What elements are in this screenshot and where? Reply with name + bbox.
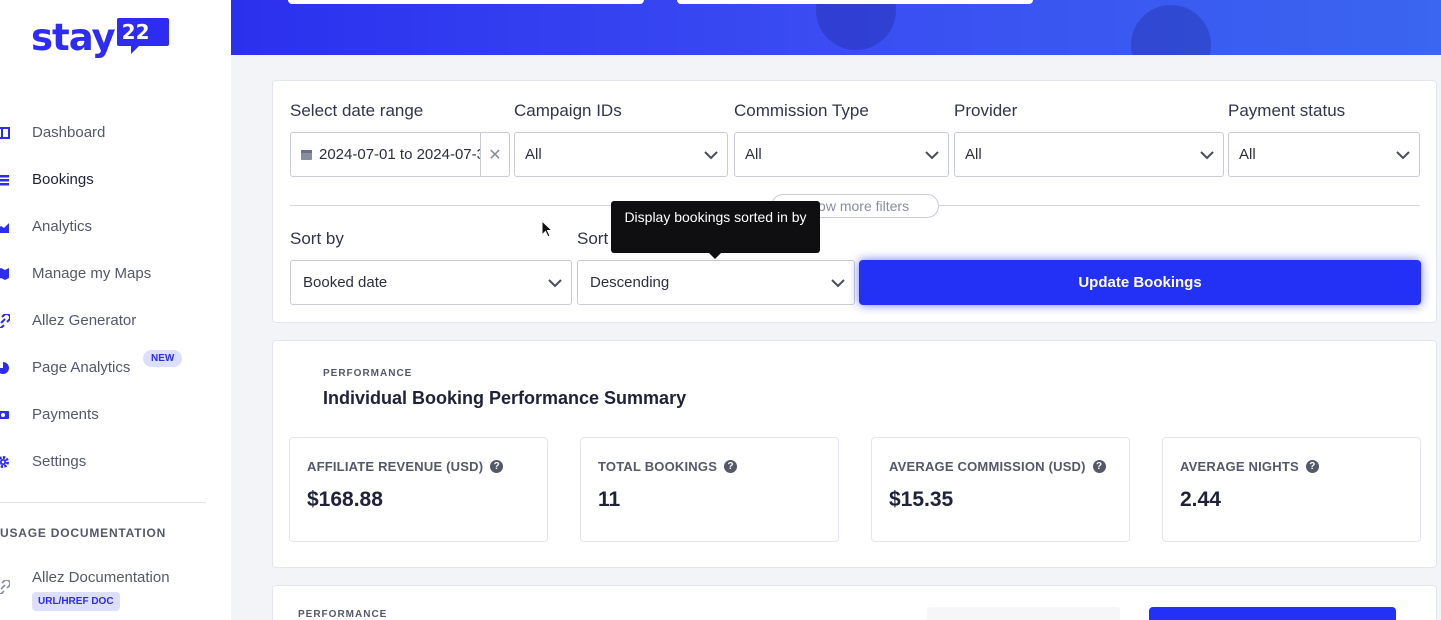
performance-eyebrow-2: PERFORMANCE [298,609,388,620]
performance-eyebrow: PERFORMANCE [323,368,413,379]
secondary-control[interactable] [927,607,1120,620]
average-nights-stat: AVERAGE NIGHTS? 2.44 [1162,437,1421,542]
chevron-down-icon [548,279,562,288]
chevron-down-icon [925,151,939,160]
stat-label: AVERAGE COMMISSION (USD)? [889,459,1106,474]
sidebar-item-allez-documentation[interactable]: Allez Documentation [32,569,170,586]
date-range-input[interactable]: 2024-07-01 to 2024-07-31 ✕ [290,132,510,177]
gear-icon [0,455,10,469]
campaign-ids-select[interactable]: All [514,132,728,177]
sidebar-item-dashboard[interactable]: Dashboard [0,109,231,156]
mouse-cursor-icon [541,220,553,238]
money-icon [0,408,10,422]
dashboard-icon [0,126,10,140]
help-icon[interactable]: ? [1092,460,1106,473]
sort-by-value: Booked date [303,274,388,291]
provider-label: Provider [954,101,1018,120]
sidebar-item-label: Manage my Maps [32,265,152,282]
sidebar-nav: Dashboard Bookings Analytics Manage my M… [0,109,231,485]
url-href-doc-badge[interactable]: URL/HREF DOC [32,592,120,611]
new-badge: NEW [143,350,183,367]
sidebar-item-label: Settings [32,453,87,470]
sidebar-item-manage-maps[interactable]: Manage my Maps [0,250,231,297]
banner-decoration [816,0,896,50]
commission-type-label: Commission Type [734,101,869,120]
affiliate-revenue-stat: AFFILIATE REVENUE (USD)? $168.88 [289,437,548,542]
logo-text: stay [31,16,116,59]
provider-select[interactable]: All [954,132,1224,177]
sidebar-item-label: Analytics [32,218,93,235]
help-icon[interactable]: ? [724,460,738,473]
average-commission-stat: AVERAGE COMMISSION (USD)? $15.35 [871,437,1130,542]
banner-search-input[interactable] [288,0,644,4]
stat-label: AFFILIATE REVENUE (USD)? [307,459,504,474]
date-range-label: Select date range [290,101,424,120]
help-icon[interactable]: ? [490,460,504,473]
stat-value: 2.44 [1180,488,1221,511]
chevron-down-icon [831,279,845,288]
stat-value: 11 [598,488,621,511]
list-icon [0,173,10,187]
commission-type-select[interactable]: All [734,132,949,177]
stay22-logo[interactable]: stay 22 [31,16,169,60]
chevron-down-icon [1396,151,1410,160]
stat-label-text: AVERAGE NIGHTS [1180,459,1299,474]
sidebar-item-analytics[interactable]: Analytics [0,203,231,250]
help-icon[interactable]: ? [1305,460,1319,473]
sidebar-item-settings[interactable]: Settings [0,438,231,485]
link-icon [0,579,11,595]
payment-status-select[interactable]: All [1228,132,1420,177]
sidebar-item-label: Page Analytics [32,359,131,376]
banner-location-input[interactable] [677,0,1033,4]
performance-card-2 [272,585,1437,620]
usage-documentation-heading: USAGE DOCUMENTATION [0,526,167,540]
sidebar-item-bookings[interactable]: Bookings [0,156,231,203]
sort-order-value: Descending [590,274,670,291]
sidebar-item-label: Bookings [32,171,94,188]
campaign-ids-label: Campaign IDs [514,101,622,120]
stat-label-text: TOTAL BOOKINGS [598,459,718,474]
sidebar: stay 22 Dashboard Bookings Analytics Man… [0,0,231,620]
sort-tooltip: Display bookings sorted in by [611,201,820,259]
campaign-ids-value: All [525,146,542,163]
chevron-down-icon [1200,151,1214,160]
chart-icon [0,220,10,234]
update-bookings-button[interactable]: Update Bookings [859,260,1421,305]
stat-value: $168.88 [307,488,383,511]
logo-bubble: 22 [116,18,169,54]
date-range-value: 2024-07-01 to 2024-07-31 [319,146,481,163]
sidebar-item-allez-generator[interactable]: Allez Generator [0,297,231,344]
commission-type-value: All [745,146,762,163]
pie-icon [0,361,10,375]
sort-order-select[interactable]: Descending [577,260,855,305]
banner-decoration [1131,5,1211,55]
sort-by-select[interactable]: Booked date [290,260,572,305]
sidebar-divider [0,502,206,503]
link-icon [0,313,10,328]
performance-title: Individual Booking Performance Summary [323,388,687,408]
stat-label: TOTAL BOOKINGS? [598,459,738,474]
header-banner [231,0,1441,55]
sidebar-item-page-analytics[interactable]: Page Analytics NEW [0,344,231,391]
stat-value: $15.35 [889,488,954,511]
stat-label-text: AFFILIATE REVENUE (USD) [307,459,484,474]
map-icon [0,267,10,281]
primary-action-button[interactable] [1149,607,1396,620]
chevron-down-icon [704,151,718,160]
sidebar-item-payments[interactable]: Payments [0,391,231,438]
stat-label-text: AVERAGE COMMISSION (USD) [889,459,1086,474]
sidebar-item-label: Payments [32,406,99,423]
total-bookings-stat: TOTAL BOOKINGS? 11 [580,437,839,542]
sidebar-item-label: Allez Generator [32,312,137,329]
provider-value: All [965,146,982,163]
sort-by-label: Sort by [290,229,344,248]
sidebar-item-label: Dashboard [32,124,106,141]
stat-label: AVERAGE NIGHTS? [1180,459,1319,474]
clear-date-icon[interactable]: ✕ [480,133,509,176]
payment-status-value: All [1239,146,1256,163]
calendar-icon [300,148,313,161]
payment-status-label: Payment status [1228,101,1346,120]
